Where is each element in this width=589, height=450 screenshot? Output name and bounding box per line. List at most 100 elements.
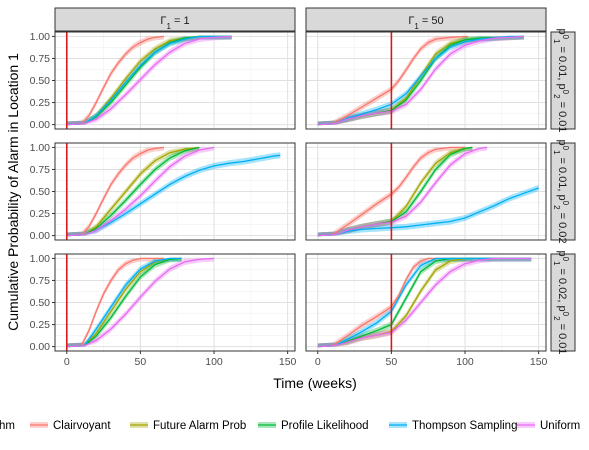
y-tick-label: 0.50 [30,186,51,198]
x-tick-label: 0 [64,356,70,368]
x-tick-label: 0 [315,356,321,368]
series-line [66,257,182,348]
y-tick-label: 0.25 [30,319,51,331]
facet-panel [54,142,296,241]
series-ribbon [66,152,281,236]
series-line [317,257,532,348]
x-tick-label: 50 [135,356,147,368]
strip-value: = 1 [171,15,190,27]
strip-subscript: 2 [553,205,562,210]
strip-value: = 0.02 [556,210,568,244]
strip-p: p [556,250,568,256]
strip-subscript: 2 [553,94,562,99]
series-line [317,257,473,348]
series-ribbon [317,258,532,347]
strip-p: p [556,139,568,145]
strip-superscript: 0 [562,35,571,40]
x-tick-label: 150 [530,356,548,368]
strip-subscript: 1 [553,39,562,44]
series-line [317,35,469,126]
strip-subscript: 1 [166,22,171,31]
y-tick-label: 1.00 [30,31,51,43]
series-line [66,146,215,237]
strip-symbol: Γ [160,15,166,27]
column-strip-label: Γ1 = 50 [408,15,443,31]
strip-superscript: 0 [562,146,571,151]
strip-value: = 0.02, [556,265,568,305]
strip-value: = 0.01 [556,99,568,133]
column-strip [305,7,547,32]
x-tick-label: 100 [205,356,223,368]
y-tick-label: 0.50 [30,297,51,309]
strip-p: p [556,306,568,312]
x-tick-label: 100 [456,356,474,368]
facet-panel [305,142,547,241]
y-tick-label: 0.50 [30,75,51,87]
y-tick-label: 0.00 [30,341,51,353]
facet-panel [54,253,296,352]
row-strip-label: p01 = 0.01, p02 = 0.02 [553,139,571,243]
y-tick-label: 0.75 [30,53,51,65]
legend-label: Uniform [540,420,580,432]
facet-panel [305,253,547,352]
strip-p: p [556,28,568,34]
row-strip [550,253,576,352]
strip-symbol: Γ [408,15,414,27]
x-axis-title: Time (weeks) [273,375,357,391]
series-line [66,35,165,126]
y-axis-title: Cumulative Probability of Alarm in Locat… [5,53,21,331]
series-line [66,257,164,348]
strip-superscript: 0 [562,90,571,95]
legend-title: Algorithm [0,420,15,432]
facet-panel [54,31,296,130]
series-line [317,187,539,237]
series-ribbon [317,258,473,347]
series-line [66,35,232,126]
facet-panel [305,31,547,130]
x-tick-label: 150 [279,356,297,368]
strip-superscript: 0 [562,312,571,317]
strip-subscript: 1 [553,261,562,266]
row-strip [550,142,576,241]
legend-label: Profile Likelihood [281,420,369,432]
series-line [317,146,465,237]
strip-p: p [556,195,568,201]
strip-value: = 50 [419,15,444,27]
panel-border [305,142,547,241]
strip-value: = 0.01 [556,321,568,355]
series-line [317,35,524,126]
strip-p: p [556,84,568,90]
series-line [66,146,165,237]
y-tick-label: 0.75 [30,275,51,287]
strip-value: = 0.01, [556,154,568,194]
legend: Algorithm Clairvoyant Future Alarm Prob Pro… [0,416,580,434]
strip-value: = 0.01, [556,43,568,83]
y-tick-label: 0.00 [30,230,51,242]
strip-subscript: 1 [414,22,419,31]
series-line [317,257,532,348]
series-line [66,154,281,237]
legend-label: Thompson Sampling [412,420,517,432]
column-strip [54,7,296,32]
series-line [66,257,182,348]
y-tick-label: 1.00 [30,253,51,265]
row-strip-label: p01 = 0.02, p02 = 0.01 [553,250,571,354]
series-line [66,35,232,126]
row-strip [550,31,576,130]
series-line [317,35,524,126]
strip-superscript: 0 [562,257,571,262]
legend-label: Clairvoyant [53,420,111,432]
strip-subscript: 1 [553,150,562,155]
y-tick-label: 0.00 [30,119,51,131]
series-ribbon [317,147,488,236]
series-line [66,146,200,237]
y-tick-label: 0.25 [30,208,51,220]
x-tick-label: 50 [386,356,398,368]
y-tick-label: 0.25 [30,97,51,109]
series-line [66,146,200,237]
legend-label: Future Alarm Prob [153,420,246,432]
y-tick-label: 0.75 [30,164,51,176]
column-strip-label: Γ1 = 1 [160,15,189,31]
strip-superscript: 0 [562,201,571,206]
